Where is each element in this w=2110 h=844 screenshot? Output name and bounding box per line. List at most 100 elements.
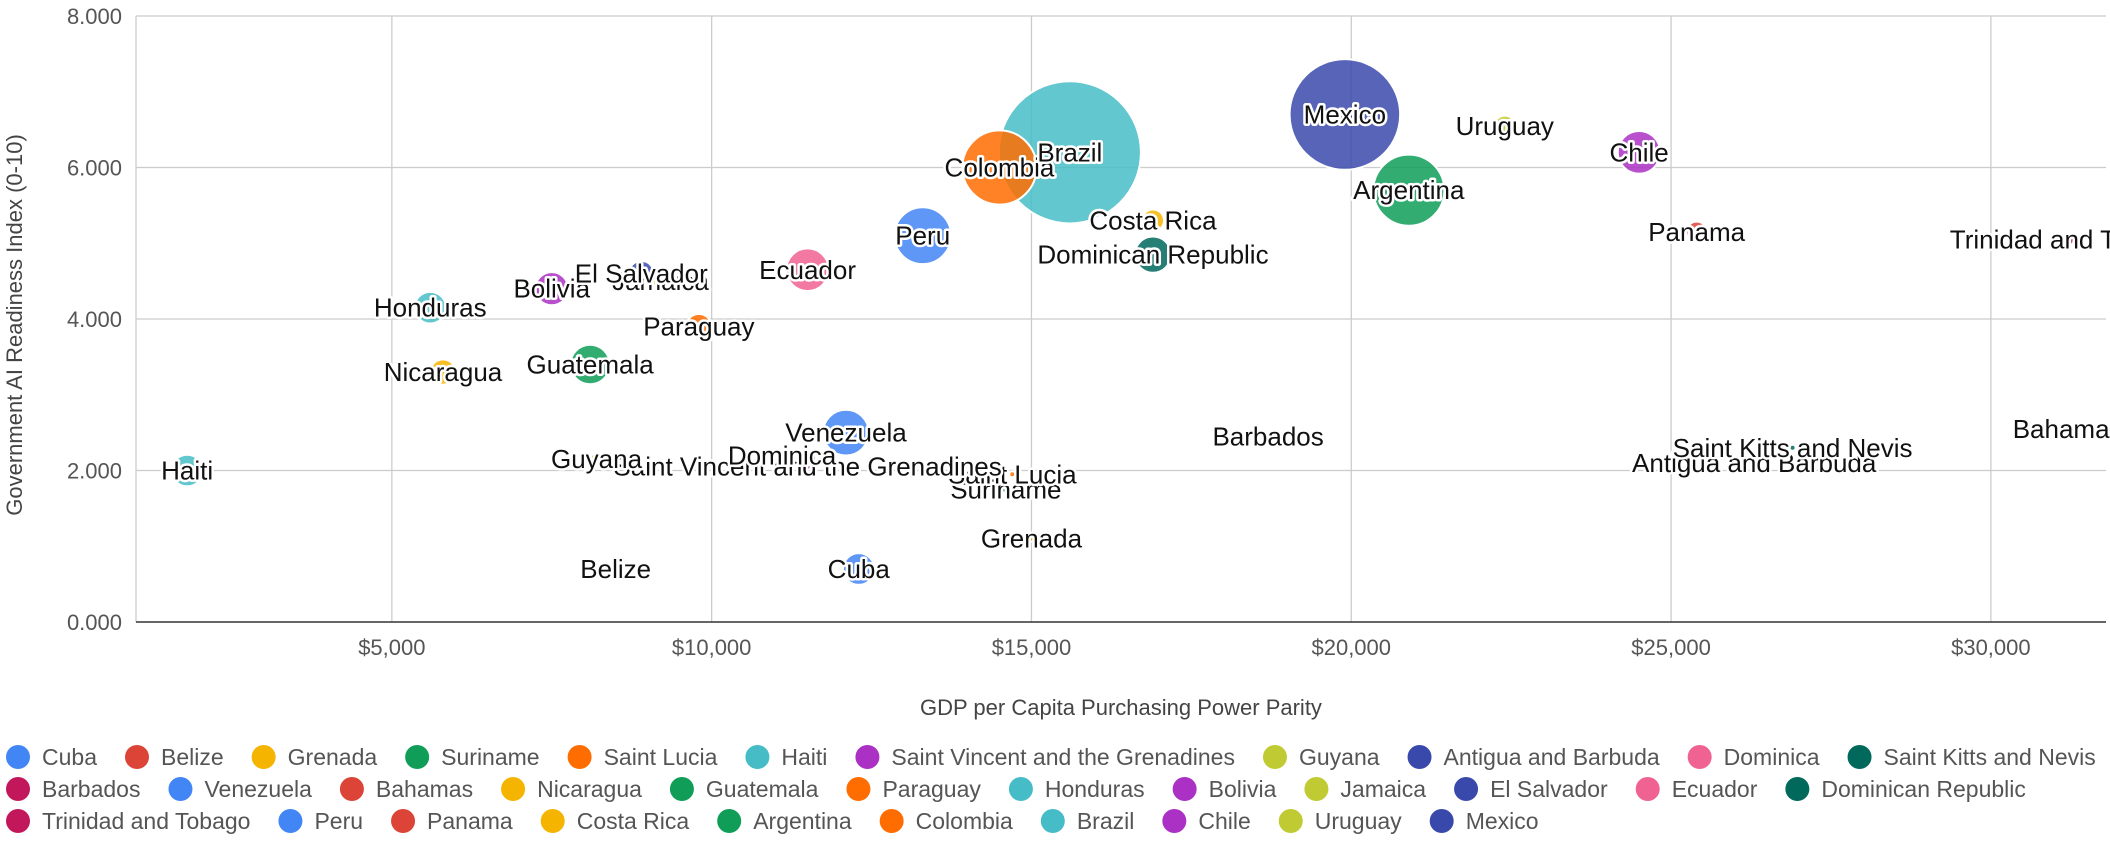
legend-item-dominican-republic[interactable]: Dominican Republic (1785, 776, 2026, 802)
bubble-chile[interactable] (1616, 130, 1662, 175)
bubble-label-costa-rica: Costa Rica (1089, 206, 1217, 236)
legend-item-paraguay[interactable]: Paraguay (846, 776, 981, 802)
legend-label: Peru (314, 808, 363, 834)
bubble-bolivia[interactable] (534, 271, 570, 307)
legend-item-grenada[interactable]: Grenada (251, 744, 378, 770)
legend-item-guyana[interactable]: Guyana (1262, 744, 1380, 770)
bubble-colombia[interactable] (961, 129, 1038, 206)
bubble-label-saint-kitts-and-nevis: Saint Kitts and Nevis (1673, 433, 1913, 463)
legend-item-colombia[interactable]: Colombia (879, 808, 1013, 834)
legend-item-guatemala[interactable]: Guatemala (669, 776, 819, 802)
bubble-saint-kitts-and-nevis[interactable] (1788, 443, 1797, 452)
bubble-argentina[interactable] (1372, 153, 1446, 227)
legend-label: Bolivia (1209, 776, 1277, 802)
legend-swatch (6, 745, 30, 769)
legend-label: Haiti (781, 744, 827, 770)
bubble-grenada[interactable] (1027, 534, 1036, 543)
x-tick-label: $15,000 (992, 635, 1072, 660)
legend-label: Guyana (1299, 744, 1380, 770)
legend-item-nicaragua[interactable]: Nicaragua (501, 776, 642, 802)
legend-item-argentina[interactable]: Argentina (717, 808, 852, 834)
legend-item-el-salvador[interactable]: El Salvador (1454, 776, 1608, 802)
legend-item-costa-rica[interactable]: Costa Rica (540, 808, 690, 834)
legend-item-dominica[interactable]: Dominica (1687, 744, 1820, 770)
bubble-nicaragua[interactable] (429, 358, 457, 386)
legend-label: Panama (427, 808, 513, 834)
bubble-label-saint-vincent-and-the-grenadines: Saint Vincent and the Grenadines (613, 452, 1001, 482)
legend-item-saint-kitts-and-nevis[interactable]: Saint Kitts and Nevis (1847, 744, 2096, 770)
legend-label: Costa Rica (577, 808, 690, 834)
legend-label: Trinidad and Tobago (42, 808, 250, 834)
bubble-honduras[interactable] (413, 290, 448, 325)
bubble-uruguay[interactable] (1493, 114, 1517, 138)
legend-item-uruguay[interactable]: Uruguay (1278, 808, 1402, 834)
bubble-barbados[interactable] (1262, 430, 1274, 443)
bubble-saint-lucia[interactable] (1008, 470, 1017, 479)
bubble-panama[interactable] (1685, 220, 1708, 244)
bubble-el-salvador[interactable] (627, 259, 655, 288)
legend-item-cuba[interactable]: Cuba (6, 744, 97, 770)
bubble-suriname[interactable] (1000, 484, 1011, 495)
bubble-paraguay[interactable] (685, 312, 713, 341)
bubble-trinidad-and-tobago[interactable] (2060, 232, 2075, 247)
legend-label: Suriname (441, 744, 539, 770)
legend-swatch (168, 777, 193, 801)
bubble-dominican-republic[interactable] (1133, 235, 1173, 274)
bubble-dominica[interactable] (778, 451, 787, 460)
legend-item-saint-vincent-and-the-grenadines[interactable]: Saint Vincent and the Grenadines (855, 744, 1235, 770)
legend-swatch (567, 745, 592, 769)
legend-item-panama[interactable]: Panama (391, 808, 513, 834)
legend-item-venezuela[interactable]: Venezuela (168, 776, 312, 802)
bubble-mexico[interactable] (1288, 58, 1402, 171)
legend-item-antigua-and-barbuda[interactable]: Antigua and Barbuda (1407, 744, 1660, 770)
bubble-cuba[interactable] (841, 552, 876, 586)
bubble-label-dominica: Dominica (728, 440, 837, 470)
legend-swatch (6, 809, 30, 833)
legend-swatch (501, 777, 526, 801)
legend-swatch (339, 777, 364, 801)
bubble-saint-vincent-and-the-grenadines[interactable] (803, 462, 812, 471)
legend-swatch (1847, 745, 1872, 769)
bubble-label-paraguay: Paraguay (643, 312, 754, 342)
bubble-guatemala[interactable] (569, 343, 611, 386)
bubble-costa-rica[interactable] (1140, 208, 1166, 233)
legend-item-haiti[interactable]: Haiti (745, 744, 827, 770)
legend-item-bolivia[interactable]: Bolivia (1172, 776, 1277, 802)
legend-swatch (1008, 777, 1033, 801)
legend-item-bahamas[interactable]: Bahamas (339, 776, 473, 802)
bubble-venezuela[interactable] (822, 408, 870, 457)
bubble-antigua-and-barbuda[interactable] (1750, 458, 1759, 467)
legend-swatch (1407, 745, 1432, 769)
legend-item-honduras[interactable]: Honduras (1008, 776, 1145, 802)
bubble-belize[interactable] (611, 564, 620, 573)
legend-item-brazil[interactable]: Brazil (1040, 808, 1135, 834)
legend-item-saint-lucia[interactable]: Saint Lucia (567, 744, 718, 770)
legend-swatch (1635, 777, 1660, 801)
legend-item-barbados[interactable]: Barbados (6, 776, 140, 802)
legend-item-suriname[interactable]: Suriname (405, 744, 540, 770)
bubble-guyana[interactable] (589, 451, 604, 467)
bubble-peru[interactable] (893, 206, 953, 266)
bubble-haiti[interactable] (170, 453, 204, 488)
bubble-label-grenada: Grenada (981, 524, 1083, 554)
bubble-label-chile: Chile (1609, 137, 1668, 167)
legend-label: Belize (161, 744, 224, 770)
legend-swatch (669, 777, 694, 801)
y-tick-label: 0.000 (67, 610, 122, 635)
legend-label: Cuba (42, 744, 97, 770)
legend-item-mexico[interactable]: Mexico (1429, 808, 1539, 834)
legend-item-trinidad-and-tobago[interactable]: Trinidad and Tobago (6, 808, 250, 834)
legend-item-peru[interactable]: Peru (278, 808, 363, 834)
bubble-jamaica[interactable] (651, 272, 670, 291)
legend-label: Colombia (916, 808, 1013, 834)
legend-item-jamaica[interactable]: Jamaica (1304, 776, 1426, 802)
legend-label: Dominican Republic (1821, 776, 2026, 802)
legend: Cuba Belize Grenada Suriname Saint Lucia Hait… (6, 744, 2096, 834)
legend-item-belize[interactable]: Belize (124, 744, 224, 770)
bubble-ecuador[interactable] (785, 247, 830, 293)
legend-item-chile[interactable]: Chile (1162, 808, 1251, 834)
bubble-label-uruguay: Uruguay (1456, 111, 1554, 141)
bubble-bahamas[interactable] (2062, 423, 2073, 434)
legend-item-ecuador[interactable]: Ecuador (1635, 776, 1758, 802)
